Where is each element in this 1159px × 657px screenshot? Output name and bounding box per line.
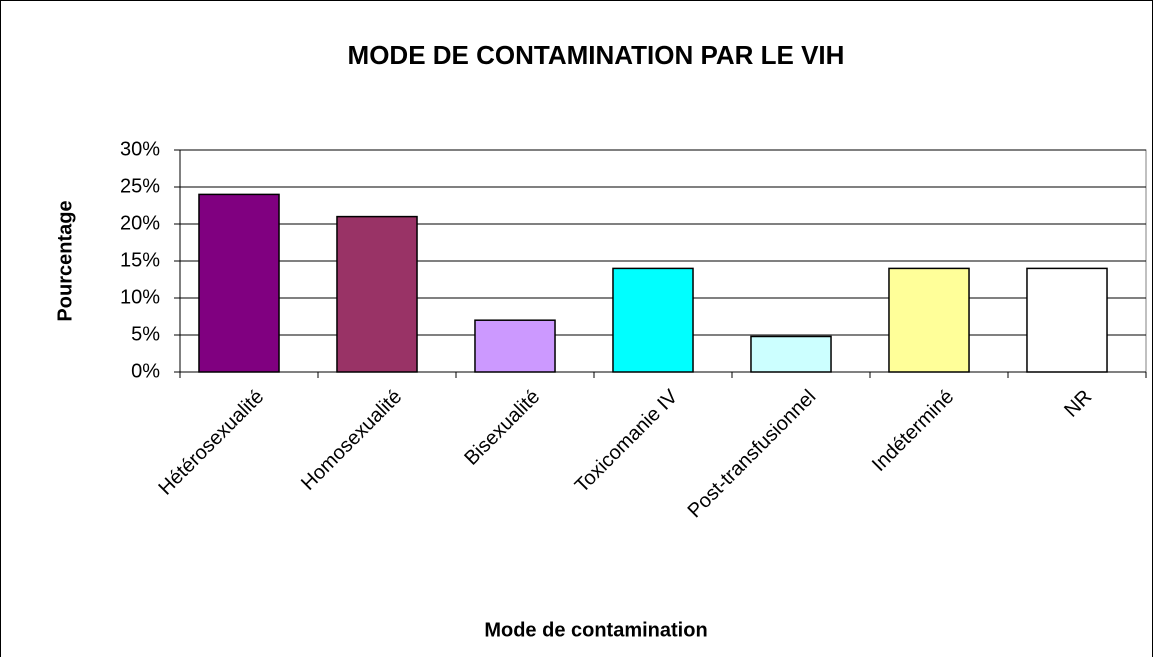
bar xyxy=(888,267,970,373)
bar xyxy=(612,267,694,373)
y-axis-label: Pourcentage xyxy=(54,200,76,321)
y-tick-label: 15% xyxy=(120,249,160,271)
y-tick-label: 10% xyxy=(120,286,160,308)
chart-title: MODE DE CONTAMINATION PAR LE VIH xyxy=(348,40,845,70)
y-tick-label: 25% xyxy=(120,175,160,197)
bar xyxy=(474,319,556,373)
bar xyxy=(198,193,280,373)
bar xyxy=(1026,267,1108,373)
y-tick-label: 5% xyxy=(131,323,160,345)
x-axis-label: Mode de contamination xyxy=(484,619,707,641)
y-tick-label: 0% xyxy=(131,360,160,382)
y-tick-label: 20% xyxy=(120,212,160,234)
bar xyxy=(336,215,418,373)
bar xyxy=(750,335,832,373)
y-tick-label: 30% xyxy=(120,138,160,160)
